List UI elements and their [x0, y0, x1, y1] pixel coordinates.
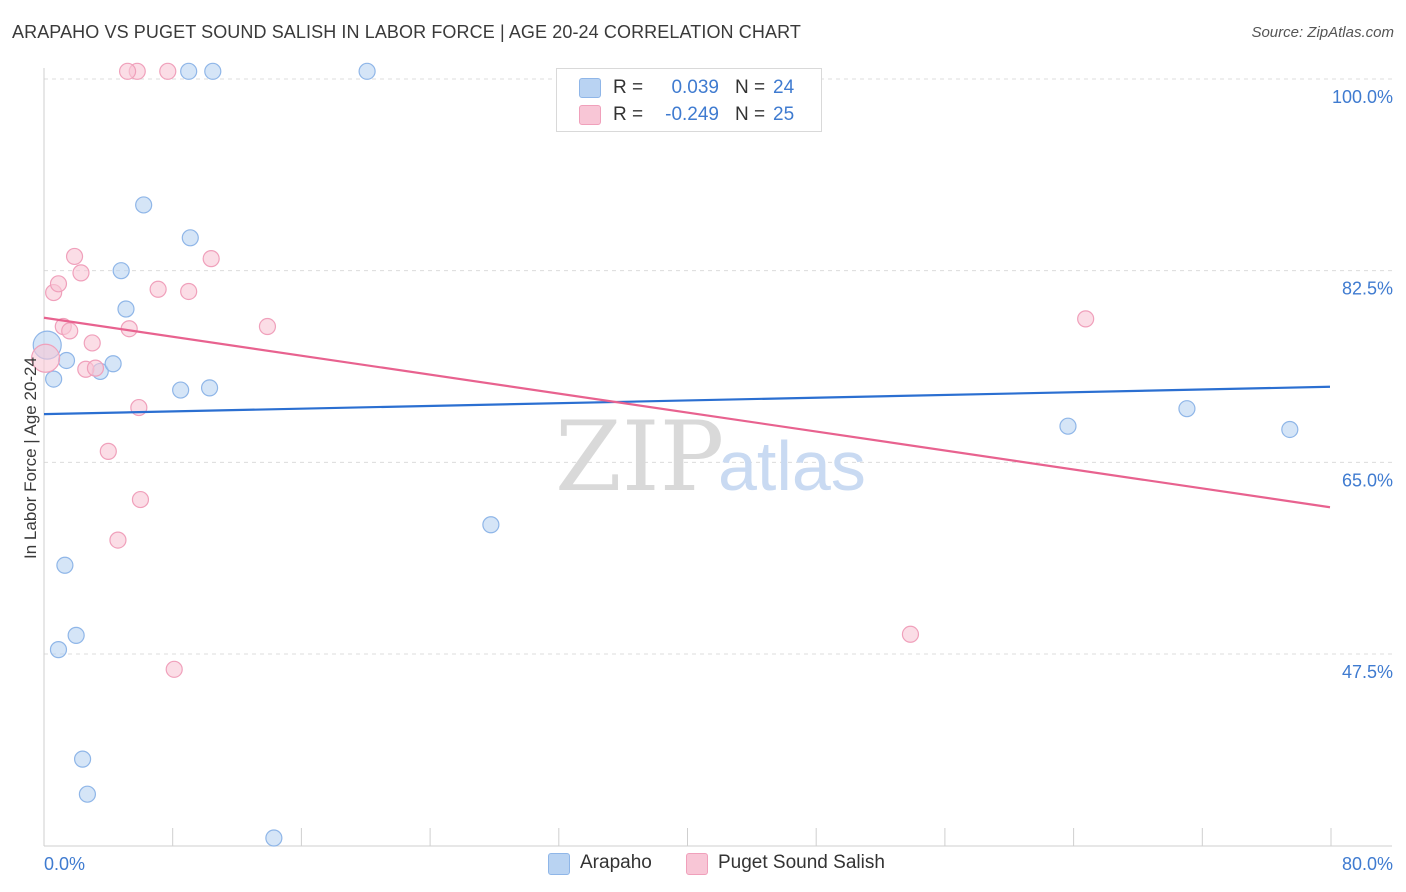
arapaho-point [482, 516, 500, 534]
puget-point [72, 264, 90, 282]
puget-swatch [579, 105, 601, 125]
arapaho-point [67, 626, 85, 644]
correlation-legend: R = 0.039 N = 24 R = -0.249 N = 25 [556, 68, 822, 132]
puget-legend-swatch [686, 853, 708, 875]
arapaho-legend-swatch [548, 853, 570, 875]
arapaho-point [56, 556, 74, 574]
legend-r-label: R = [613, 77, 644, 98]
arapaho-point [49, 641, 68, 659]
y-axis-label: In Labor Force | Age 20-24 [21, 357, 40, 559]
arapaho-point [265, 829, 283, 847]
arapaho-point [180, 62, 198, 80]
puget-point [901, 625, 920, 643]
legend-n-value: 24 [773, 77, 795, 98]
arapaho-point [1281, 420, 1299, 439]
y-tick-label: 47.5% [1342, 662, 1393, 682]
arapaho-point [112, 262, 130, 280]
legend-r-label: R = [613, 104, 644, 125]
legend-n-label: N = [735, 77, 766, 98]
watermark-atlas: atlas [718, 427, 866, 505]
puget-point [180, 282, 198, 301]
arapaho-trend-line [43, 385, 1331, 416]
puget-point [258, 317, 277, 336]
puget-point [118, 62, 137, 80]
axes [43, 68, 1392, 847]
arapaho-legend-label: Arapaho [580, 852, 652, 873]
puget-point [31, 343, 61, 373]
puget-point [86, 359, 105, 377]
legend-r-value: 0.039 [671, 77, 719, 98]
arapaho-point [181, 229, 199, 247]
arapaho-point [78, 785, 97, 803]
arapaho-point [358, 62, 376, 80]
arapaho-point [172, 381, 190, 399]
arapaho-point [45, 370, 63, 388]
legend-row-arapaho: R = 0.039 N = 24 [557, 75, 821, 101]
y-tick-label: 65.0% [1342, 470, 1393, 490]
watermark-zip: ZIP [555, 401, 724, 513]
y-tick-label: 100.0% [1332, 87, 1393, 107]
x-tick-label: 0.0% [44, 854, 85, 874]
puget-point [109, 531, 127, 549]
puget-point [159, 62, 177, 80]
chart-source: Source: ZipAtlas.com [1251, 24, 1394, 41]
legend-n-label: N = [735, 104, 766, 125]
puget-point [83, 334, 101, 352]
legend-row-puget: R = -0.249 N = 25 [557, 102, 821, 128]
gridlines [44, 78, 1392, 655]
chart-title: ARAPAHO VS PUGET SOUND SALISH IN LABOR F… [12, 22, 801, 42]
puget-point [65, 247, 84, 266]
puget-point [1077, 310, 1095, 328]
arapaho-point [104, 355, 122, 373]
arapaho-point [204, 62, 222, 80]
arapaho-point [200, 379, 219, 397]
puget-point [149, 280, 167, 298]
puget-trend-line [43, 316, 1331, 509]
puget-point [131, 490, 150, 509]
puget-point [49, 275, 68, 293]
x-tick-label: 80.0% [1342, 854, 1393, 874]
puget-legend-label: Puget Sound Salish [718, 852, 885, 873]
puget-point [202, 250, 220, 268]
y-tick-label: 82.5% [1342, 279, 1393, 299]
arapaho-point [1178, 400, 1196, 418]
puget-point [99, 442, 117, 460]
legend-n-value: 25 [773, 104, 795, 125]
arapaho-point [73, 750, 92, 768]
arapaho-point [135, 196, 153, 214]
puget-point [165, 660, 183, 678]
legend-r-value: -0.249 [665, 104, 719, 125]
puget-point [61, 322, 79, 340]
arapaho-point [57, 351, 76, 370]
arapaho-swatch [579, 78, 601, 98]
arapaho-point [117, 300, 135, 318]
arapaho-point [1059, 417, 1077, 435]
